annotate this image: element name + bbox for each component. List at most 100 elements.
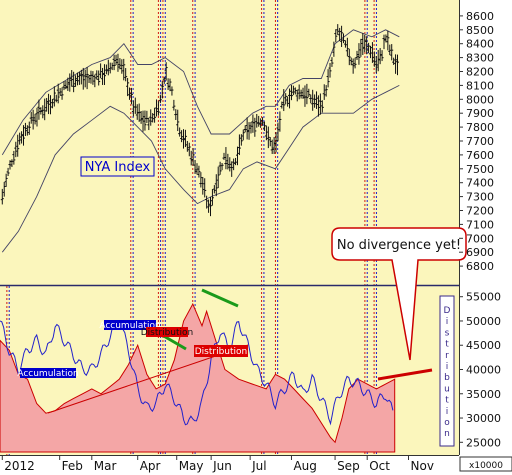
price-bar	[293, 87, 297, 95]
price-bar	[349, 57, 353, 66]
price-bar	[259, 118, 263, 128]
price-bar	[151, 113, 155, 123]
price-bar	[126, 78, 130, 97]
price-bar	[122, 58, 126, 81]
price-bar	[289, 85, 293, 101]
month-tick-label: Sep	[337, 459, 360, 473]
price-bar	[118, 58, 122, 70]
price-bar	[14, 141, 18, 158]
price-tick-label: 8600	[466, 10, 494, 23]
price-bar	[183, 129, 187, 148]
price-bar	[56, 83, 60, 104]
price-bar	[106, 59, 110, 76]
price-tick-label: 7200	[466, 205, 494, 218]
price-bar	[218, 161, 222, 175]
price-bar	[99, 63, 103, 79]
price-bar	[274, 132, 278, 153]
price-bar	[232, 158, 236, 171]
title-box: NYA Index	[80, 156, 155, 177]
price-bar	[79, 69, 83, 85]
price-bar	[39, 107, 43, 115]
price-bar	[33, 113, 37, 125]
price-bar	[390, 44, 394, 61]
price-bar	[299, 89, 303, 99]
price-bar	[83, 69, 87, 88]
price-bar	[272, 137, 276, 154]
price-bar	[25, 125, 29, 136]
price-tick-label: 7000	[466, 232, 494, 245]
price-bar	[226, 153, 230, 170]
price-bar	[23, 122, 27, 136]
price-bar	[340, 25, 344, 47]
month-tick-label: Oct	[369, 459, 390, 473]
price-bar	[139, 111, 143, 124]
price-tick-label: 8200	[466, 66, 494, 79]
price-bar	[307, 88, 311, 97]
price-bar	[297, 84, 301, 100]
volume-area	[0, 302, 396, 453]
distribution-green-line-2	[161, 333, 187, 351]
volume-tick-label: 45000	[466, 339, 501, 352]
price-tick-label: 8500	[466, 24, 494, 37]
price-bar	[81, 67, 85, 90]
price-bar	[367, 42, 371, 54]
divergence-red-line	[377, 368, 433, 381]
price-bar	[16, 134, 20, 157]
oscillator-line	[0, 320, 394, 426]
price-bar	[394, 54, 398, 74]
price-tick-label: 8000	[466, 93, 494, 106]
price-tick-label: 8400	[466, 38, 494, 51]
price-bar	[343, 40, 347, 48]
price-bar	[322, 84, 326, 100]
price-bar	[102, 64, 106, 86]
price-bar	[316, 95, 320, 117]
price-bar	[87, 74, 91, 84]
price-bar	[266, 126, 270, 149]
price-bar	[205, 195, 209, 209]
svg-text:Distribution: Distribution	[444, 306, 451, 439]
price-bar	[261, 117, 265, 126]
price-bar	[58, 88, 62, 96]
price-bar	[153, 107, 157, 123]
price-bar	[241, 129, 245, 141]
month-tick-label: Nov	[411, 459, 434, 473]
price-bar	[29, 111, 33, 124]
price-bar	[336, 24, 340, 35]
price-bar	[101, 67, 105, 85]
price-bar	[143, 110, 147, 131]
price-bar	[245, 117, 249, 140]
price-bar	[27, 121, 31, 135]
volume-tick-label: 25000	[466, 436, 501, 449]
price-bar	[133, 97, 137, 114]
price-bar	[72, 71, 76, 93]
price-bar	[230, 161, 234, 177]
price-tick-label: 6900	[466, 246, 494, 259]
distribution-label-1: Distribution	[141, 327, 193, 338]
price-bar	[324, 85, 328, 97]
price-bar	[180, 130, 184, 143]
price-tick-label: 7600	[466, 149, 494, 162]
price-bar	[216, 166, 220, 189]
price-bar	[35, 107, 39, 127]
price-bar	[95, 70, 99, 80]
price-bar	[48, 95, 52, 115]
price-bar	[93, 74, 97, 88]
price-bar	[278, 111, 282, 132]
price-bar	[253, 117, 257, 137]
price-bar	[162, 76, 166, 84]
price-bar	[178, 127, 182, 137]
right-axis-bg	[459, 0, 512, 475]
price-bar	[208, 197, 212, 217]
price-bar	[388, 44, 392, 56]
price-bar	[262, 121, 266, 131]
price-bar	[247, 122, 251, 140]
price-bar	[195, 163, 199, 175]
price-bar	[363, 34, 367, 53]
price-bar	[235, 146, 239, 166]
price-bar	[395, 54, 399, 76]
unit-label: x10000	[469, 461, 503, 471]
price-bar	[91, 71, 95, 85]
price-bar	[328, 62, 332, 78]
price-tick-label: 7900	[466, 107, 494, 120]
